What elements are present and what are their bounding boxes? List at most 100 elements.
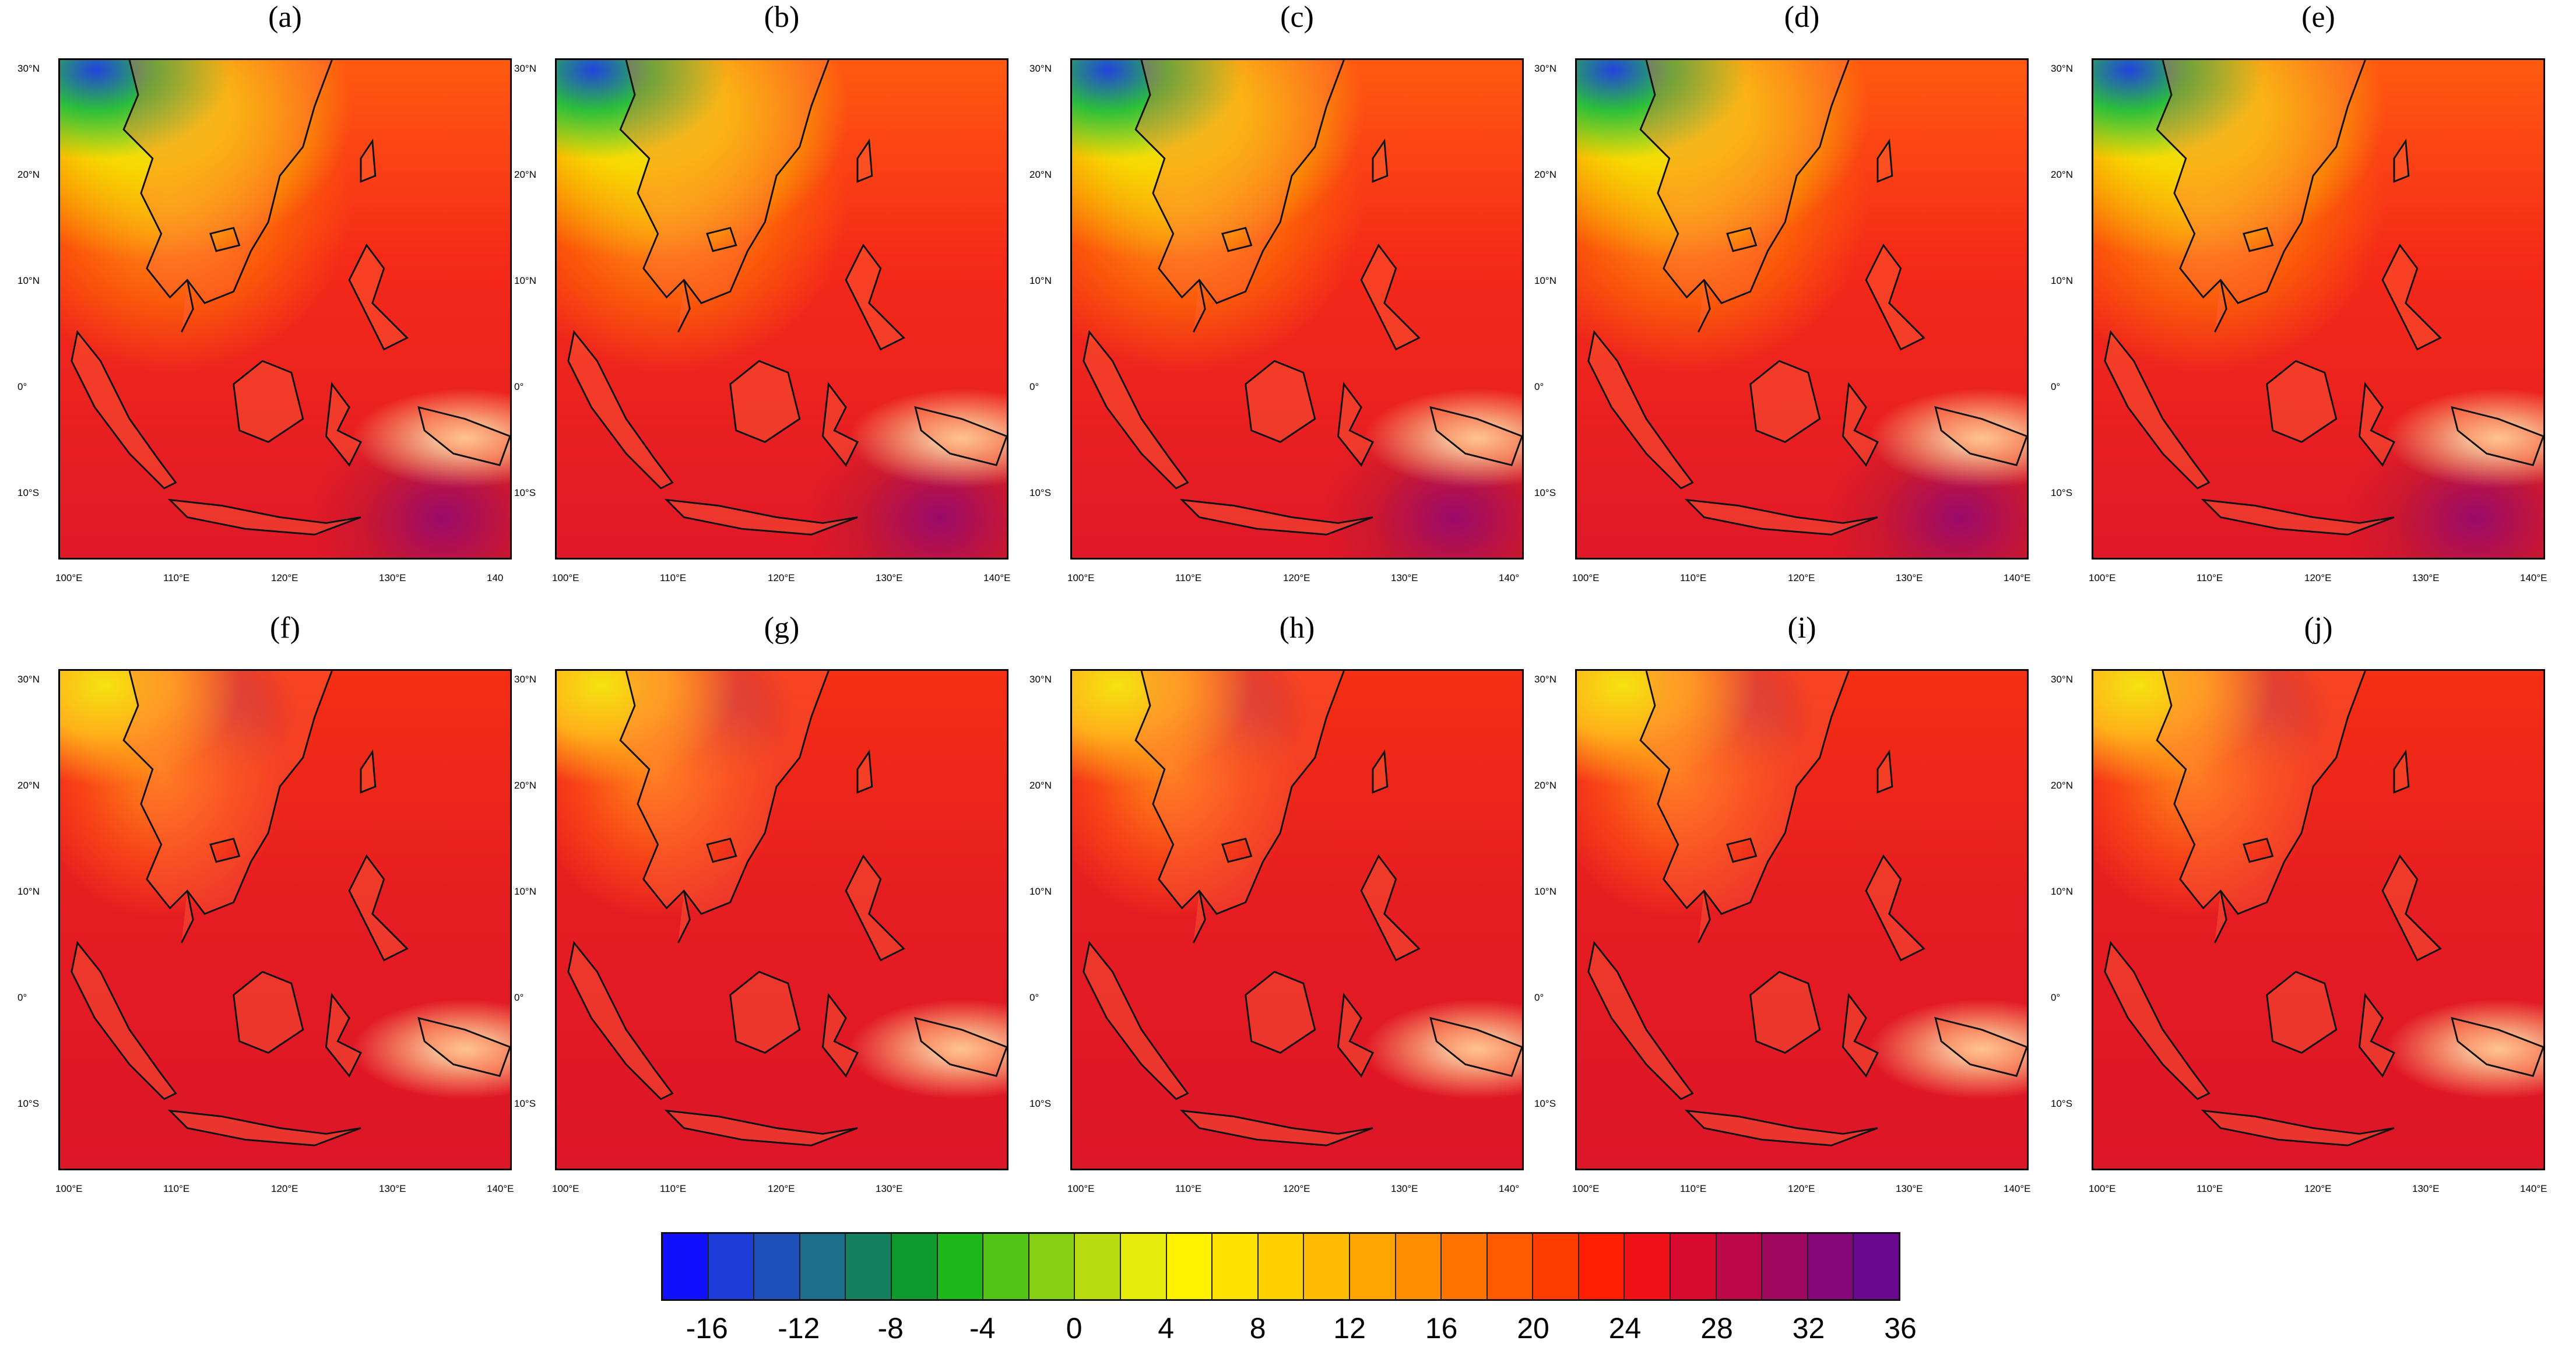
color-legend-swatch — [1029, 1234, 1076, 1299]
longitude-tick-label: 120°E — [1788, 1183, 1815, 1194]
longitude-tick-label: 120°E — [271, 1183, 298, 1194]
latitude-tick-label: 30°N — [17, 63, 40, 74]
latitude-tick-label: 10°S — [2051, 1098, 2073, 1109]
latitude-tick-label: 20°N — [2051, 780, 2073, 791]
latitude-tick-label: 10°N — [1534, 886, 1556, 897]
map-panel — [2092, 669, 2545, 1170]
coastline-overlay — [567, 671, 1007, 1146]
latitude-tick-label: 20°N — [514, 780, 536, 791]
longitude-tick-label: 110°E — [2197, 572, 2223, 583]
latitude-tick-label: 10°S — [17, 487, 40, 498]
longitude-tick-label: 130°E — [379, 1183, 406, 1194]
color-legend-swatch — [1120, 1234, 1167, 1299]
color-legend-tick: 16 — [1425, 1312, 1458, 1345]
longitude-tick-label: 100°E — [2089, 1183, 2116, 1194]
longitude-tick-label: 130°E — [1391, 572, 1418, 583]
latitude-tick-label: 20°N — [1029, 780, 1052, 791]
map-panel — [1575, 58, 2029, 560]
latitude-tick-label: 30°N — [17, 674, 40, 685]
latitude-tick-label: 0° — [17, 992, 27, 1003]
color-legend-swatch — [1487, 1234, 1534, 1299]
coastline-overlay — [71, 671, 510, 1146]
longitude-tick-label: 110°E — [163, 1183, 190, 1194]
coastline-overlay — [567, 60, 1007, 536]
color-legend-swatch — [1762, 1234, 1808, 1299]
longitude-tick-label: 140 — [487, 572, 504, 583]
panel-label: (e) — [2301, 1, 2335, 34]
coastline-overlay — [71, 60, 510, 536]
color-legend-swatch — [663, 1234, 709, 1299]
latitude-tick-label: 30°N — [514, 674, 536, 685]
longitude-tick-label: 100°E — [552, 1183, 579, 1194]
latitude-tick-label: 10°S — [2051, 487, 2073, 498]
panel-label: (d) — [1784, 1, 1820, 34]
map-panel — [1070, 58, 1524, 560]
longitude-tick-label: 130°E — [1896, 1183, 1923, 1194]
color-legend-swatch — [1854, 1234, 1899, 1299]
color-legend-bar — [661, 1232, 1900, 1301]
longitude-tick-label: 120°E — [2304, 1183, 2332, 1194]
latitude-tick-label: 10°N — [2051, 886, 2073, 897]
panel-label: (h) — [1279, 611, 1315, 645]
longitude-tick-label: 140°E — [2520, 572, 2547, 583]
color-legend-swatch — [754, 1234, 800, 1299]
panel-label: (j) — [2304, 611, 2333, 645]
color-legend-tick: 32 — [1792, 1312, 1825, 1345]
latitude-tick-label: 20°N — [514, 169, 536, 180]
longitude-tick-label: 130°E — [876, 1183, 903, 1194]
longitude-tick-label: 100°E — [2089, 572, 2116, 583]
coastline-overlay — [1587, 671, 2027, 1146]
latitude-tick-label: 30°N — [1029, 63, 1052, 74]
panel-label: (c) — [1280, 1, 1314, 34]
latitude-tick-label: 10°S — [1534, 487, 1556, 498]
longitude-tick-label: 130°E — [1391, 1183, 1418, 1194]
color-legend-swatch — [1442, 1234, 1488, 1299]
latitude-tick-label: 20°N — [2051, 169, 2073, 180]
map-panel — [58, 669, 512, 1170]
latitude-tick-label: 10°N — [514, 275, 536, 286]
color-legend-tick: 8 — [1249, 1312, 1266, 1345]
color-legend-swatch — [1075, 1234, 1121, 1299]
latitude-tick-label: 30°N — [2051, 63, 2073, 74]
latitude-tick-label: 20°N — [1029, 169, 1052, 180]
latitude-tick-label: 30°N — [1029, 674, 1052, 685]
color-legend-tick: -12 — [778, 1312, 820, 1345]
longitude-tick-label: 110°E — [660, 1183, 687, 1194]
color-legend-tick: 28 — [1700, 1312, 1733, 1345]
color-legend-tick: 4 — [1158, 1312, 1175, 1345]
longitude-tick-label: 100°E — [55, 572, 83, 583]
coastline-overlay — [1083, 60, 1522, 536]
latitude-tick-label: 20°N — [17, 780, 40, 791]
color-legend-tick: -16 — [686, 1312, 728, 1345]
longitude-tick-label: 130°E — [1896, 572, 1923, 583]
longitude-tick-label: 100°E — [55, 1183, 83, 1194]
longitude-tick-label: 100°E — [1067, 572, 1095, 583]
longitude-tick-label: 120°E — [1283, 572, 1310, 583]
latitude-tick-label: 10°N — [2051, 275, 2073, 286]
longitude-tick-label: 120°E — [1788, 572, 1815, 583]
latitude-tick-label: 20°N — [1534, 780, 1556, 791]
color-legend-swatch — [983, 1234, 1029, 1299]
longitude-tick-label: 120°E — [2304, 572, 2332, 583]
latitude-tick-label: 10°S — [1029, 487, 1052, 498]
longitude-tick-label: 140°E — [2004, 1183, 2031, 1194]
color-legend-swatch — [1166, 1234, 1213, 1299]
latitude-tick-label: 0° — [1534, 992, 1544, 1003]
longitude-tick-label: 100°E — [1067, 1183, 1095, 1194]
map-panel — [58, 58, 512, 560]
panel-label: (i) — [1787, 611, 1816, 645]
longitude-tick-label: 110°E — [1680, 1183, 1707, 1194]
latitude-tick-label: 30°N — [514, 63, 536, 74]
longitude-tick-label: 120°E — [271, 572, 298, 583]
latitude-tick-label: 10°N — [17, 886, 40, 897]
map-panel — [555, 58, 1008, 560]
longitude-tick-label: 130°E — [379, 572, 406, 583]
latitude-tick-label: 20°N — [1534, 169, 1556, 180]
latitude-tick-label: 0° — [1534, 381, 1544, 392]
longitude-tick-label: 110°E — [1680, 572, 1707, 583]
latitude-tick-label: 10°S — [1029, 1098, 1052, 1109]
latitude-tick-label: 10°S — [17, 1098, 40, 1109]
coastline-overlay — [2104, 671, 2543, 1146]
color-legend-tick: 36 — [1884, 1312, 1917, 1345]
latitude-tick-label: 10°N — [17, 275, 40, 286]
